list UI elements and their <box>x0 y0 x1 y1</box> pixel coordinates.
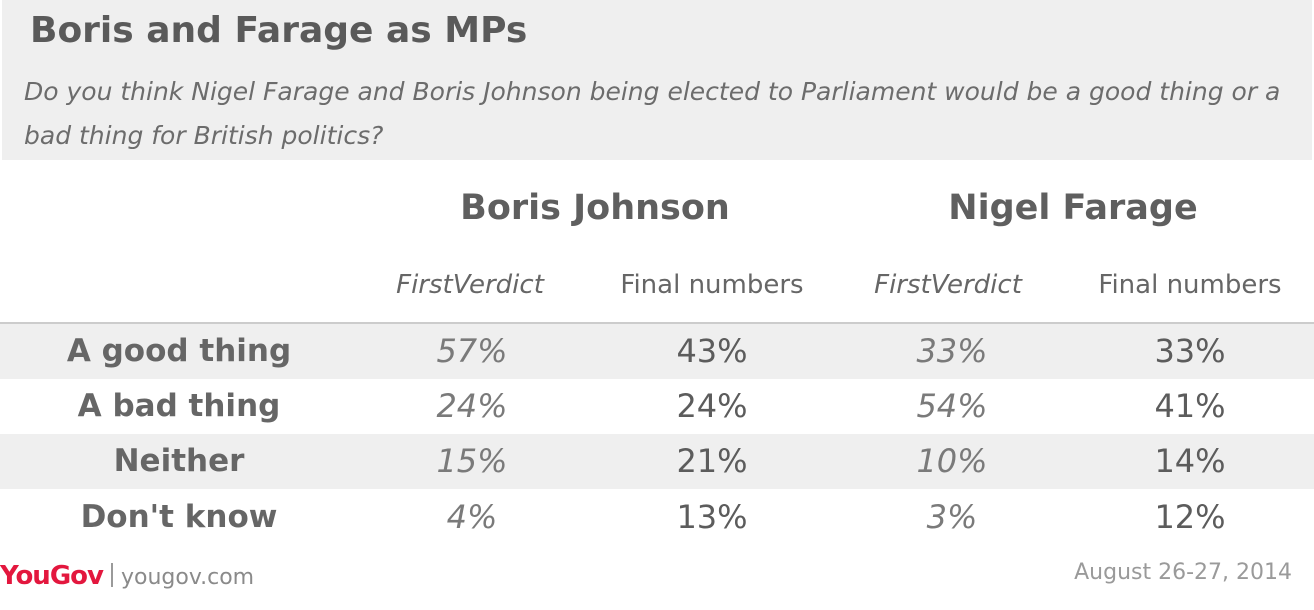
yougov-logo: YouGov <box>0 561 104 591</box>
table-row: A bad thing 24% 24% 54% 41% <box>0 379 1314 434</box>
table-cell: 43% <box>676 332 748 370</box>
header-divider <box>0 322 1314 324</box>
column-group-nigel-farage: Nigel Farage <box>948 188 1198 228</box>
table-cell: 14% <box>1154 442 1226 480</box>
row-label: A good thing <box>66 333 292 369</box>
row-label: Don't know <box>80 499 278 535</box>
table-cell: 24% <box>436 387 508 425</box>
logo-divider <box>110 563 113 587</box>
table-cell: 24% <box>676 387 748 425</box>
row-label: Neither <box>113 443 245 479</box>
table-cell: 41% <box>1154 387 1226 425</box>
table-cell: 57% <box>436 332 508 370</box>
site-link[interactable]: yougov.com <box>120 565 255 590</box>
table-cell: 21% <box>676 442 748 480</box>
table-cell: 13% <box>676 498 748 536</box>
column-header-farage-final: Final numbers <box>1098 270 1282 300</box>
column-group-boris-johnson: Boris Johnson <box>460 188 730 228</box>
row-label: A bad thing <box>77 388 281 424</box>
header-panel <box>2 0 1312 160</box>
column-header-boris-firstverdict: FirstVerdict <box>396 270 544 300</box>
table-row: Don't know 4% 13% 3% 12% <box>0 490 1314 545</box>
chart-title: Boris and Farage as MPs <box>30 10 528 51</box>
column-header-boris-final: Final numbers <box>620 270 804 300</box>
table-cell: 3% <box>926 498 978 536</box>
survey-date: August 26-27, 2014 <box>1074 560 1292 585</box>
table-row: A good thing 57% 43% 33% 33% <box>0 324 1314 379</box>
column-header-farage-firstverdict: FirstVerdict <box>874 270 1022 300</box>
table-cell: 54% <box>916 387 988 425</box>
table-cell: 10% <box>916 442 988 480</box>
chart-subtitle: Do you think Nigel Farage and Boris John… <box>24 77 1281 150</box>
table-cell: 12% <box>1154 498 1226 536</box>
table-cell: 4% <box>446 498 498 536</box>
table-cell: 33% <box>1154 332 1226 370</box>
table-cell: 33% <box>916 332 988 370</box>
table-row: Neither 15% 21% 10% 14% <box>0 434 1314 489</box>
table-cell: 15% <box>436 442 508 480</box>
footer-brand: YouGov yougov.com <box>0 558 254 594</box>
